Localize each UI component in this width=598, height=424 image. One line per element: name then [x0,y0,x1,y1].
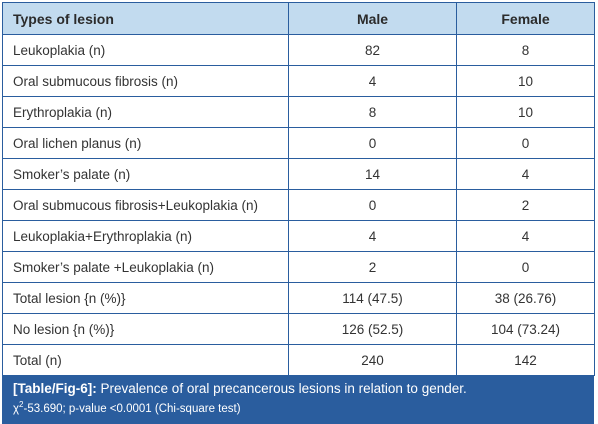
lesion-type-cell: Erythroplakia (n) [2,96,289,128]
female-value-cell: 0 [456,127,595,159]
lesion-type-cell: Total (n) [2,344,289,376]
lesion-type-cell: Smoker’s palate (n) [2,158,289,190]
female-value-cell: 38 (26.76) [456,282,595,314]
female-value-cell: 8 [456,34,595,66]
lesion-type-cell: Oral lichen planus (n) [2,127,289,159]
caption-title: [Table/Fig-6]: Prevalence of oral precan… [13,380,583,397]
table-row: No lesion {n (%)} 126 (52.5) 104 (73.24) [2,313,595,345]
female-value-cell: 2 [456,189,595,221]
female-value-cell: 4 [456,220,595,252]
header-female: Female [456,2,595,35]
female-value-cell: 10 [456,96,595,128]
lesion-type-cell: Oral submucous fibrosis (n) [2,65,289,97]
male-value-cell: 14 [288,158,457,190]
table-row: Oral lichen planus (n) 0 0 [2,127,595,159]
male-value-cell: 0 [288,189,457,221]
lesion-type-cell: Smoker’s palate +Leukoplakia (n) [2,251,289,283]
lesion-type-cell: Oral submucous fibrosis+Leukoplakia (n) [2,189,289,221]
table-caption: [Table/Fig-6]: Prevalence of oral precan… [2,376,594,424]
table-row: Leukoplakia (n) 82 8 [2,34,595,66]
male-value-cell: 4 [288,65,457,97]
male-value-cell: 240 [288,344,457,376]
table-row: Total (n) 240 142 [2,344,595,376]
table-row: Smoker’s palate (n) 14 4 [2,158,595,190]
male-value-cell: 82 [288,34,457,66]
lesion-type-cell: Leukoplakia+Erythroplakia (n) [2,220,289,252]
male-value-cell: 126 (52.5) [288,313,457,345]
female-value-cell: 10 [456,65,595,97]
female-value-cell: 4 [456,158,595,190]
header-row: Types of lesion Male Female [2,2,595,35]
table-row: Oral submucous fibrosis (n) 4 10 [2,65,595,97]
caption-text: Prevalence of oral precancerous lesions … [100,381,467,396]
chi-stats-text: -53.690; p-value <0.0001 (Chi-square tes… [23,402,241,415]
lesion-type-cell: Total lesion {n (%)} [2,282,289,314]
header-male: Male [288,2,457,35]
lesion-type-cell: No lesion {n (%)} [2,313,289,345]
female-value-cell: 104 (73.24) [456,313,595,345]
table-row: Smoker’s palate +Leukoplakia (n) 2 0 [2,251,595,283]
male-value-cell: 8 [288,96,457,128]
female-value-cell: 0 [456,251,595,283]
lesion-type-cell: Leukoplakia (n) [2,34,289,66]
male-value-cell: 2 [288,251,457,283]
chi-symbol: χ [13,402,20,415]
lesion-table: Types of lesion Male Female Leukoplakia … [2,2,595,376]
caption-stats: χ2-53.690; p-value <0.0001 (Chi-square t… [13,397,583,417]
table-row: Leukoplakia+Erythroplakia (n) 4 4 [2,220,595,252]
male-value-cell: 0 [288,127,457,159]
table-row: Erythroplakia (n) 8 10 [2,96,595,128]
caption-label: [Table/Fig-6]: [13,381,97,396]
male-value-cell: 114 (47.5) [288,282,457,314]
header-types-of-lesion: Types of lesion [2,2,289,35]
table-row: Total lesion {n (%)} 114 (47.5) 38 (26.7… [2,282,595,314]
table-row: Oral submucous fibrosis+Leukoplakia (n) … [2,189,595,221]
chi-superscript: 2 [19,400,24,409]
female-value-cell: 142 [456,344,595,376]
male-value-cell: 4 [288,220,457,252]
